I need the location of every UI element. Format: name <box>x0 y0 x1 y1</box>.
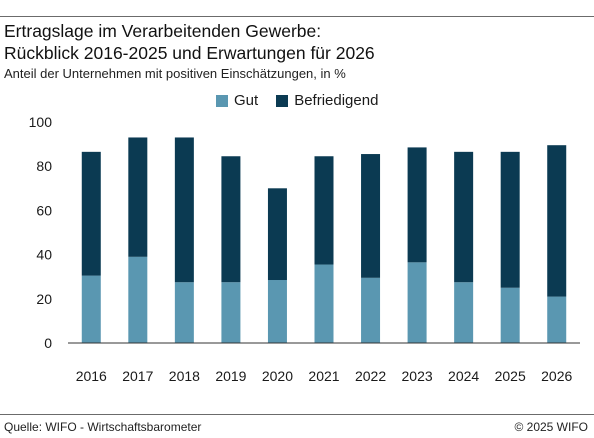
bar-befriedigend-2018 <box>174 137 194 283</box>
bar-befriedigend-2020 <box>267 188 287 281</box>
x-tick-label: 2026 <box>541 368 572 384</box>
bar-befriedigend-2024 <box>454 151 474 283</box>
x-tick-label: 2017 <box>122 368 153 384</box>
legend-swatch-befriedigend <box>276 94 289 107</box>
bar-gut-2017 <box>128 256 148 343</box>
stacked-bar-chart: 0 20 40 60 80 100 2016 2017 2018 2019 2020 2021 2022… <box>29 114 580 384</box>
chart-subtitle: Anteil der Unternehmen mit positiven Ein… <box>4 66 346 81</box>
x-tick-label: 2025 <box>495 368 526 384</box>
y-tick-label: 40 <box>36 247 52 263</box>
y-tick-label: 20 <box>36 291 52 307</box>
bar-befriedigend-2021 <box>314 156 334 265</box>
bar-befriedigend-2016 <box>81 151 101 276</box>
bar-gut-2020 <box>267 280 287 343</box>
chart-title-line-1: Ertragslage im Verarbeitenden Gewerbe: <box>4 21 322 41</box>
x-tick-label: 2023 <box>402 368 433 384</box>
x-tick-label: 2022 <box>355 368 386 384</box>
y-tick-label: 100 <box>29 114 53 130</box>
legend-item-befriedigend: Befriedigend <box>276 92 378 109</box>
bar-gut-2025 <box>500 287 520 343</box>
bar-befriedigend-2019 <box>221 156 241 283</box>
legend-label-gut: Gut <box>234 92 259 109</box>
x-tick-label: 2021 <box>308 368 339 384</box>
bottom-rule <box>0 414 594 415</box>
bar-gut-2023 <box>407 262 427 343</box>
y-tick-label: 60 <box>36 202 52 218</box>
bar-befriedigend-2023 <box>407 147 427 263</box>
top-rule <box>0 16 594 17</box>
legend-item-gut: Gut <box>216 92 258 109</box>
copyright-note: © 2025 WIFO <box>514 420 588 434</box>
legend-swatch-gut <box>216 94 228 107</box>
bar-gut-2021 <box>314 264 334 343</box>
bar-befriedigend-2026 <box>547 145 567 297</box>
bar-gut-2019 <box>221 282 241 343</box>
x-tick-label: 2016 <box>76 368 107 384</box>
bar-befriedigend-2017 <box>128 137 148 257</box>
bar-gut-2018 <box>174 282 194 343</box>
x-tick-label: 2020 <box>262 368 293 384</box>
bar-gut-2026 <box>547 296 567 343</box>
source-note: Quelle: WIFO - Wirtschaftsbarometer <box>4 420 202 434</box>
bar-gut-2022 <box>361 277 381 343</box>
x-tick-label: 2024 <box>448 368 479 384</box>
bar-befriedigend-2022 <box>361 154 381 278</box>
chart-legend: Gut Befriedigend <box>216 92 396 109</box>
chart-title-line-2: Rückblick 2016-2025 und Erwartungen für … <box>4 43 375 63</box>
y-tick-label: 80 <box>36 158 52 174</box>
x-tick-label: 2018 <box>169 368 200 384</box>
chart-title: Ertragslage im Verarbeitenden Gewerbe: R… <box>4 20 375 64</box>
x-tick-label: 2019 <box>215 368 246 384</box>
bar-gut-2016 <box>81 275 101 343</box>
legend-label-befriedigend: Befriedigend <box>294 92 379 109</box>
y-tick-label: 0 <box>44 335 52 351</box>
bar-gut-2024 <box>454 282 474 343</box>
bar-befriedigend-2025 <box>500 151 520 288</box>
